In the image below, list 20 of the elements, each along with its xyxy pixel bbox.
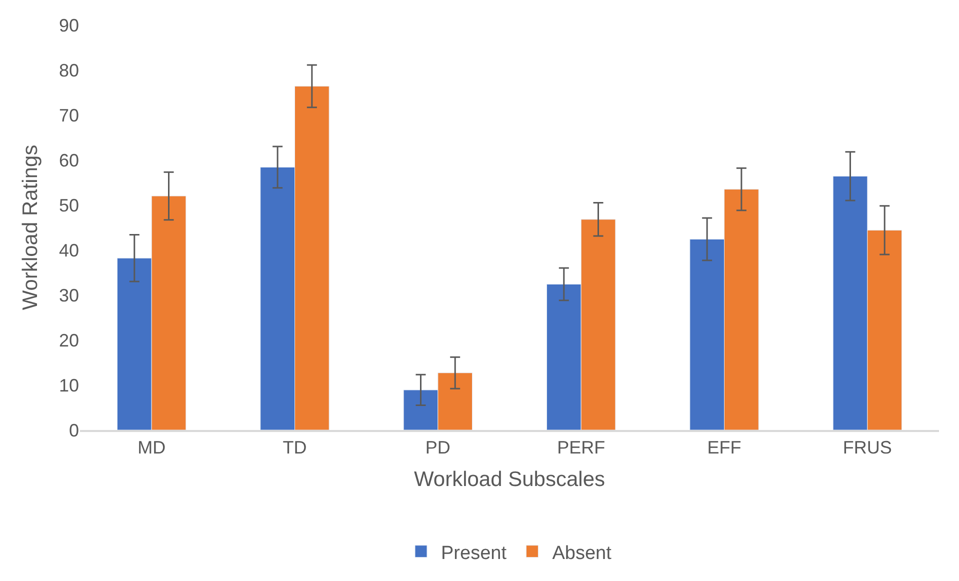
x-tick-label: MD xyxy=(138,437,166,458)
y-tick-label: 20 xyxy=(58,330,79,350)
y-tick-label: 90 xyxy=(58,15,79,36)
y-tick-label: 10 xyxy=(58,375,79,396)
x-axis-title: Workload Subscales xyxy=(414,468,606,492)
y-tick-label: 0 xyxy=(68,420,79,440)
y-tick-label: 40 xyxy=(58,240,79,260)
y-tick-label: 80 xyxy=(58,60,79,80)
x-tick-label: PERF xyxy=(557,437,606,458)
y-tick-label: 50 xyxy=(58,195,79,216)
x-tick-label: FRUS xyxy=(842,437,892,458)
y-tick-label: 60 xyxy=(58,150,79,170)
legend-label: Absent xyxy=(552,542,612,564)
y-tick-label: 70 xyxy=(58,105,79,126)
y-tick-label: 30 xyxy=(58,285,79,306)
x-tick-label: PD xyxy=(425,437,450,458)
x-tick-label: TD xyxy=(282,437,307,458)
x-tick-label: EFF xyxy=(707,437,742,458)
y-axis-title: Workload Ratings xyxy=(19,144,42,310)
legend-label: Present xyxy=(441,542,508,564)
